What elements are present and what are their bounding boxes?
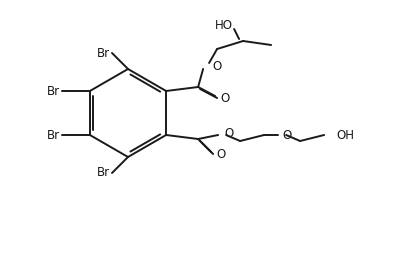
Text: Br: Br <box>47 85 60 98</box>
Text: Br: Br <box>97 46 110 60</box>
Text: O: O <box>220 92 229 104</box>
Text: O: O <box>216 148 225 160</box>
Text: O: O <box>281 128 291 141</box>
Text: HO: HO <box>215 19 233 31</box>
Text: OH: OH <box>335 128 353 141</box>
Text: O: O <box>223 126 233 140</box>
Text: Br: Br <box>97 166 110 180</box>
Text: O: O <box>211 60 221 72</box>
Text: Br: Br <box>47 128 60 141</box>
